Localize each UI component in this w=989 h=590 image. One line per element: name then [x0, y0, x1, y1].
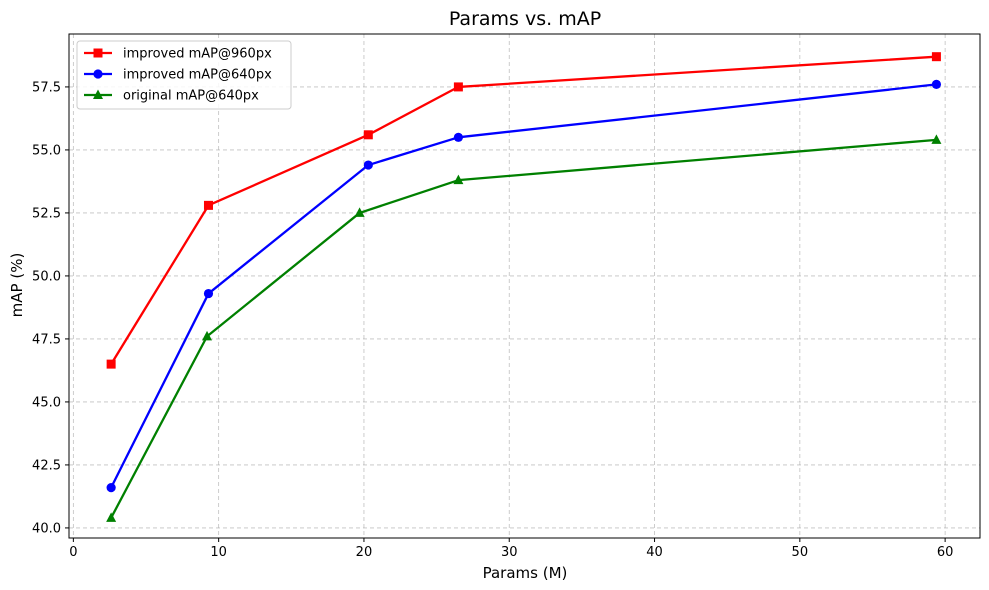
x-tick-label: 60	[937, 545, 954, 560]
data-point	[106, 483, 116, 493]
data-point	[453, 82, 463, 92]
legend-marker	[93, 48, 103, 58]
y-tick-label: 40.0	[32, 521, 61, 536]
y-axis-title: mAP (%)	[8, 253, 26, 318]
x-tick-label: 10	[210, 545, 227, 560]
data-point	[453, 174, 464, 185]
data-point	[354, 207, 365, 217]
legend-entry: original mAP@640px	[84, 89, 259, 104]
chart-title: Params vs. mAP	[449, 8, 601, 30]
data-point	[363, 160, 373, 170]
legend-marker	[93, 69, 103, 79]
plot-background	[69, 34, 980, 538]
y-tick-label: 42.5	[32, 458, 61, 473]
legend-entry: improved mAP@960px	[84, 47, 272, 62]
series-layer	[106, 52, 942, 522]
data-point	[203, 288, 214, 299]
grid	[69, 34, 980, 538]
data-point	[931, 52, 941, 62]
data-point	[203, 200, 213, 210]
x-tick-label: 0	[69, 545, 77, 560]
data-point	[453, 132, 463, 142]
x-tick-label: 40	[646, 545, 663, 560]
series-2	[106, 79, 942, 493]
legend-label: improved mAP@960px	[123, 47, 272, 62]
plot-area	[69, 34, 980, 538]
x-tick-label: 20	[356, 545, 373, 560]
y-tick-label: 50.0	[32, 269, 61, 284]
y-tick-label: 57.5	[32, 80, 61, 95]
y-tick-label: 55.0	[32, 143, 61, 158]
x-tick-label: 30	[501, 545, 518, 560]
axes-frame	[68, 33, 981, 539]
data-point	[363, 130, 373, 140]
y-tick-label: 47.5	[32, 332, 61, 347]
data-point	[931, 134, 942, 144]
data-point	[106, 512, 117, 522]
legend-entry: improved mAP@640px	[84, 68, 272, 83]
legend: improved mAP@960px improved mAP@640px orig…	[76, 40, 292, 110]
legend-label: original mAP@640px	[123, 89, 259, 104]
y-tick-label: 52.5	[32, 206, 61, 221]
series-1	[106, 52, 941, 369]
data-point	[106, 359, 116, 369]
axes: 0 10 20 30 40 50 60 40.0 42.5 45.0 47.5 50.0 52.5 55.…	[32, 33, 981, 560]
y-tick-label: 45.0	[32, 395, 61, 410]
data-point	[931, 79, 942, 89]
legend-marker	[93, 89, 103, 99]
x-axis-title: Params (M)	[483, 564, 568, 582]
legend-label: improved mAP@640px	[123, 68, 272, 83]
legend-box	[76, 40, 292, 110]
data-point	[202, 330, 213, 341]
x-tick-label: 50	[792, 545, 809, 560]
series-3	[106, 134, 942, 522]
